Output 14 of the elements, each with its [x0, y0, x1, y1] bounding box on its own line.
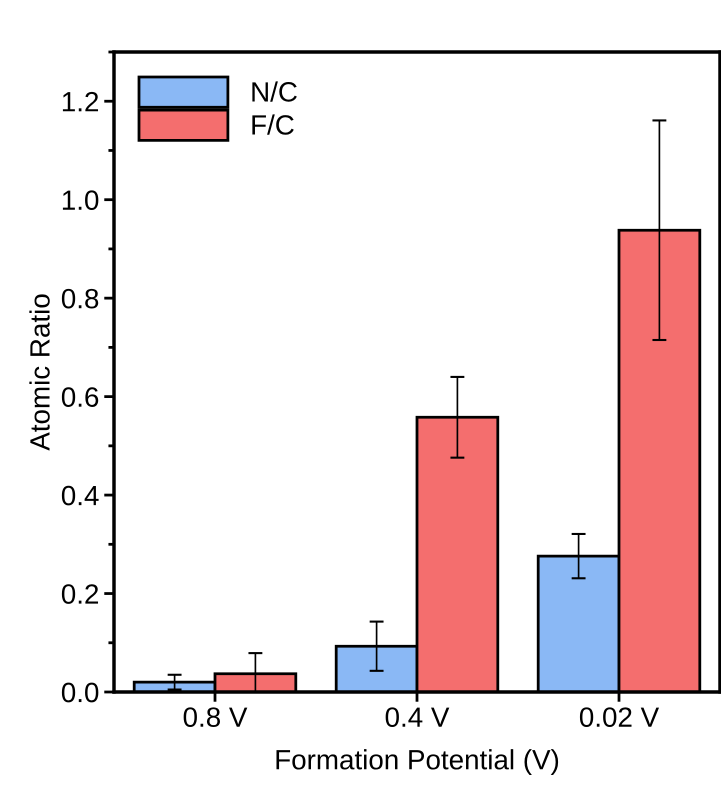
x-tick-label: 0.02 V	[580, 707, 660, 727]
x-tick-label: 0.4 V	[386, 707, 450, 727]
x-tick-label: 0.8 V	[184, 707, 248, 727]
y-tick-label: 0.4	[62, 486, 99, 506]
y-tick-label: 1.0	[62, 190, 98, 210]
y-axis-title: Atomic Ratio	[29, 294, 50, 451]
y-tick-label: 1.2	[62, 92, 98, 112]
y-tick-label: 0.8	[62, 288, 98, 308]
y-tick-label: 0.0	[62, 682, 98, 702]
x-axis-title: Formation Potential (V)	[276, 749, 558, 776]
legend-label: F/C	[252, 114, 294, 135]
y-tick-label: 0.2	[62, 584, 98, 604]
legend-label: N/C	[252, 81, 297, 102]
y-tick-label: 0.6	[62, 387, 98, 407]
